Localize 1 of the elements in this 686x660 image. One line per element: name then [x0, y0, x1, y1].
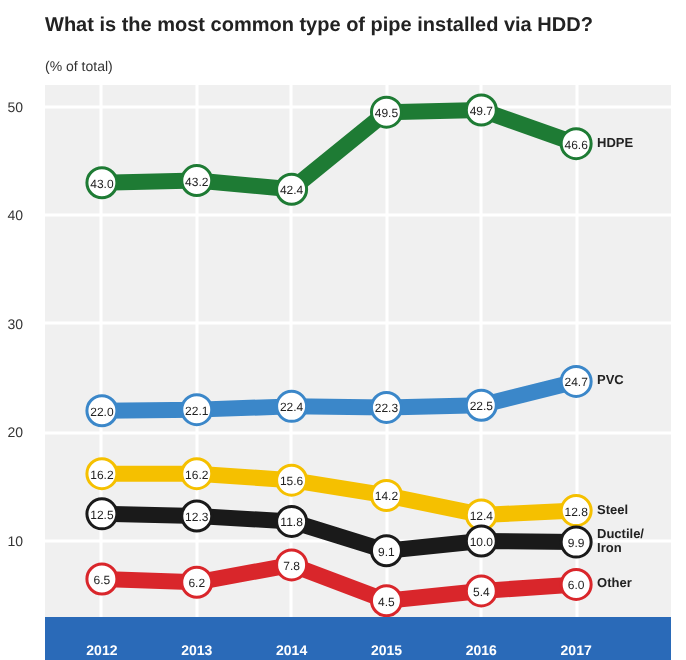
- chart-title: What is the most common type of pipe installed via HDD?: [45, 15, 593, 37]
